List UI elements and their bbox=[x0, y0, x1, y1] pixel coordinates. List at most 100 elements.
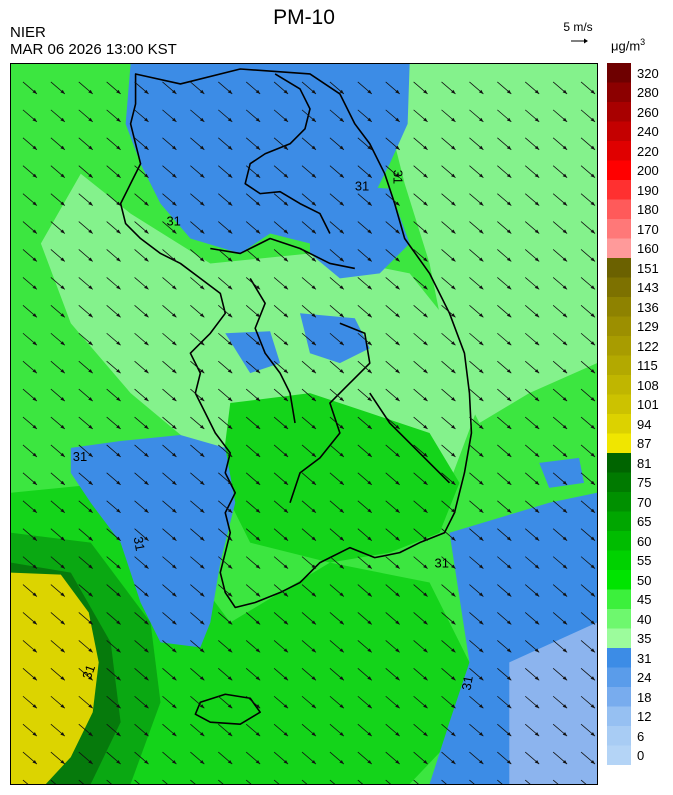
wind-arrow bbox=[162, 221, 177, 234]
wind-arrow bbox=[162, 360, 177, 374]
wind-arrow bbox=[50, 193, 66, 206]
wind-arrow bbox=[162, 165, 177, 178]
legend-swatch bbox=[607, 63, 631, 83]
wind-arrow bbox=[469, 193, 484, 206]
wind-arrow bbox=[245, 360, 261, 374]
wind-arrow bbox=[385, 277, 400, 290]
wind-arrow bbox=[162, 640, 177, 653]
wind-arrow bbox=[301, 556, 317, 569]
wind-arrow bbox=[50, 640, 66, 653]
wind-arrow bbox=[329, 500, 345, 514]
legend-tick-label: 45 bbox=[637, 592, 652, 608]
wind-arrow bbox=[134, 249, 149, 262]
wind-arrow bbox=[329, 472, 345, 486]
wind-arrow bbox=[273, 723, 289, 737]
wind-arrow bbox=[78, 500, 93, 514]
wind-arrow bbox=[413, 193, 428, 206]
wind-arrow bbox=[190, 528, 205, 541]
wind-arrow bbox=[22, 81, 38, 95]
wind-arrow bbox=[301, 137, 317, 151]
wind-arrow bbox=[469, 668, 484, 681]
wind-arrow bbox=[301, 640, 317, 653]
wind-arrow bbox=[413, 444, 428, 458]
wind-arrow bbox=[273, 779, 280, 784]
wind-arrow bbox=[413, 500, 428, 514]
legend-swatch bbox=[607, 297, 631, 317]
wind-arrow bbox=[162, 779, 168, 784]
wind-arrow bbox=[245, 444, 261, 458]
wind-arrow bbox=[22, 640, 38, 653]
concentration-patch bbox=[389, 64, 597, 424]
wind-arrow bbox=[245, 556, 261, 569]
wind-arrow bbox=[50, 612, 66, 625]
wind-arrow bbox=[162, 332, 177, 346]
wind-arrow bbox=[134, 137, 149, 151]
wind-arrow bbox=[78, 249, 93, 262]
wind-arrow bbox=[134, 612, 149, 625]
wind-arrow bbox=[22, 249, 38, 262]
wind-arrow bbox=[497, 109, 512, 123]
wind-arrow bbox=[301, 779, 308, 784]
wind-arrow bbox=[385, 81, 400, 95]
legend-tick-label: 143 bbox=[637, 280, 659, 296]
wind-arrow bbox=[469, 81, 484, 95]
wind-arrow bbox=[134, 221, 149, 234]
wind-arrow bbox=[218, 388, 233, 402]
wind-arrow bbox=[245, 109, 261, 123]
wind-arrow bbox=[357, 584, 373, 597]
wind-arrow bbox=[245, 221, 261, 234]
wind-arrow bbox=[497, 779, 503, 784]
wind-arrow bbox=[50, 556, 66, 569]
wind-arrow bbox=[301, 612, 317, 625]
wind-arrow bbox=[190, 556, 205, 569]
wind-arrow bbox=[413, 416, 428, 430]
wind-arrow bbox=[329, 277, 345, 290]
wind-arrow bbox=[218, 584, 233, 597]
wind-arrow bbox=[245, 723, 261, 737]
wind-arrow bbox=[106, 584, 121, 597]
wind-arrow bbox=[273, 751, 289, 765]
wind-arrow bbox=[190, 305, 205, 318]
wind-arrow bbox=[245, 472, 261, 486]
wind-arrow bbox=[190, 612, 205, 625]
wind-arrow bbox=[385, 360, 400, 374]
wind-arrow bbox=[524, 277, 540, 290]
wind-arrow bbox=[22, 668, 38, 681]
contour-label: 31 bbox=[355, 179, 369, 194]
legend-swatch bbox=[607, 648, 631, 668]
wind-arrow bbox=[441, 584, 456, 597]
legend-swatch bbox=[607, 336, 631, 356]
wind-arrow bbox=[106, 640, 121, 653]
wind-arrow bbox=[441, 556, 456, 569]
legend-tick-label: 129 bbox=[637, 319, 659, 335]
wind-arrow bbox=[134, 165, 149, 178]
wind-arrow bbox=[78, 277, 93, 290]
legend-swatch bbox=[607, 589, 631, 610]
wind-arrow bbox=[134, 332, 149, 346]
wind-arrow bbox=[497, 416, 512, 430]
wind-arrow bbox=[413, 109, 428, 123]
legend-tick-label: 115 bbox=[637, 358, 658, 374]
wind-arrow bbox=[441, 332, 456, 346]
wind-arrow bbox=[497, 221, 512, 234]
legend-swatch bbox=[607, 667, 631, 688]
wind-arrow bbox=[162, 249, 177, 262]
wind-arrow bbox=[106, 165, 121, 178]
wind-arrow bbox=[134, 360, 149, 374]
wind-arrow bbox=[552, 584, 568, 597]
wind-arrow bbox=[273, 472, 289, 486]
wind-arrow bbox=[78, 193, 93, 206]
legend-swatch bbox=[607, 277, 631, 298]
map-title: PM-10 bbox=[273, 6, 335, 29]
wind-arrow bbox=[50, 472, 66, 486]
wind-arrow bbox=[190, 193, 205, 206]
wind-arrow bbox=[469, 221, 484, 234]
wind-arrow bbox=[357, 751, 373, 765]
wind-arrow bbox=[78, 444, 93, 458]
legend-tick-label: 136 bbox=[637, 299, 659, 315]
unit-label: μg/m3 bbox=[611, 37, 645, 53]
wind-arrow bbox=[134, 640, 149, 653]
wind-arrow bbox=[580, 695, 596, 709]
wind-arrow bbox=[441, 500, 456, 514]
wind-arrow bbox=[218, 528, 233, 541]
